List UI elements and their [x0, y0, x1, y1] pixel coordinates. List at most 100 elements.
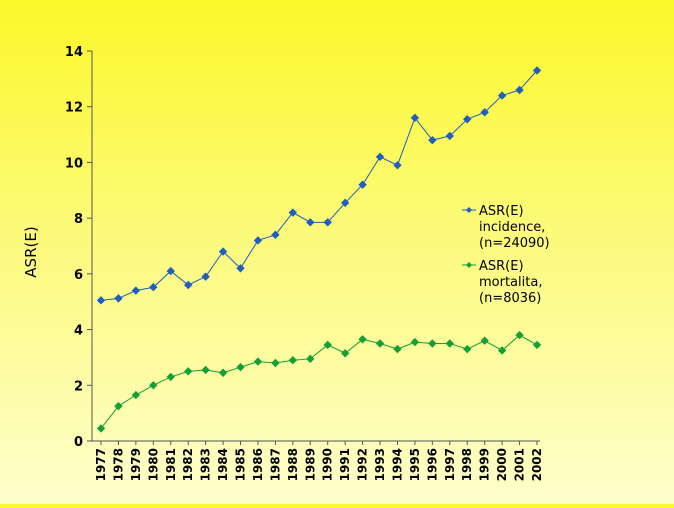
data-point — [236, 264, 245, 273]
data-point — [149, 381, 158, 390]
data-point — [445, 131, 454, 141]
data-point — [131, 390, 141, 400]
data-point — [445, 339, 454, 348]
x-tick-label: 1988 — [286, 448, 300, 481]
x-tick-label: 1980 — [146, 448, 160, 481]
x-tick-label: 1993 — [373, 448, 387, 481]
data-point — [114, 401, 123, 411]
data-point — [497, 346, 507, 355]
legend: ASR(E)incidence,(n=24090)ASR(E)mortalita… — [462, 204, 550, 306]
data-point — [184, 280, 193, 290]
x-tick-label: 1987 — [268, 448, 282, 481]
data-point — [515, 330, 524, 340]
data-point — [463, 344, 472, 354]
x-tick-label: 1981 — [164, 448, 178, 481]
data-point — [236, 362, 245, 372]
legend-item-1: ASR(E)incidence,(n=24090) — [462, 204, 550, 251]
legend-label: incidence, — [479, 220, 545, 235]
data-point — [253, 236, 263, 245]
data-point — [166, 266, 175, 276]
legend-item-2: ASR(E)mortalita,(n=8036) — [462, 259, 542, 306]
x-tick-label: 1990 — [321, 448, 335, 481]
x-tick-label: 1994 — [390, 448, 404, 481]
x-tick-label: 1984 — [216, 448, 230, 481]
x-tick-label: 1998 — [460, 448, 474, 481]
data-point — [96, 296, 106, 305]
data-point — [393, 161, 402, 170]
data-point — [96, 424, 106, 433]
data-point — [218, 247, 228, 256]
data-point — [306, 218, 315, 227]
x-tick-label: 1991 — [338, 448, 352, 481]
x-tick-label: 1986 — [251, 448, 265, 481]
data-point — [340, 349, 350, 358]
x-tick-label: 1985 — [234, 448, 248, 481]
data-point — [253, 357, 263, 366]
data-point — [480, 336, 489, 345]
y-axis-label: ASR(E) — [22, 226, 40, 277]
legend-label: ASR(E) — [479, 259, 524, 274]
data-point — [131, 286, 141, 295]
legend-marker — [466, 262, 472, 268]
x-tick-label: 1977 — [94, 448, 108, 481]
y-tick-label: 12 — [65, 101, 83, 116]
x-tick-label: 1978 — [111, 448, 125, 481]
data-point — [166, 372, 175, 382]
x-tick-label: 2001 — [513, 448, 527, 481]
data-point — [271, 230, 280, 240]
series-1 — [96, 66, 542, 305]
data-point — [358, 180, 367, 189]
y-ticks: 0 2 4 6 8 10 12 14 — [65, 45, 92, 450]
data-point — [149, 283, 158, 292]
data-point — [463, 115, 472, 124]
data-point — [306, 354, 315, 364]
data-point — [532, 66, 542, 75]
data-point — [218, 368, 228, 377]
x-tick-label: 1979 — [129, 448, 143, 481]
data-point — [428, 339, 437, 348]
data-point — [340, 198, 350, 208]
data-point — [532, 340, 542, 350]
x-tick-label: 1995 — [408, 448, 422, 481]
x-tick-label: 1982 — [181, 448, 195, 481]
legend-marker — [466, 207, 472, 213]
legend-label: (n=8036) — [479, 291, 541, 306]
x-tick-label: 1997 — [443, 448, 457, 481]
data-point — [201, 272, 210, 281]
y-tick-label: 10 — [65, 156, 83, 171]
data-point — [428, 135, 437, 145]
data-point — [497, 91, 507, 100]
series-line — [100, 70, 538, 301]
series-group — [96, 66, 542, 433]
data-point — [271, 358, 280, 368]
data-point — [480, 108, 489, 117]
y-tick-label: 0 — [74, 435, 83, 450]
data-point — [323, 218, 332, 227]
y-tick-label: 2 — [74, 379, 83, 394]
data-point — [184, 367, 193, 376]
data-point — [375, 339, 385, 348]
data-point — [410, 113, 420, 123]
data-point — [288, 208, 298, 217]
series-2 — [96, 330, 542, 433]
y-tick-label: 14 — [65, 45, 83, 60]
y-tick-label: 4 — [74, 324, 83, 339]
data-point — [375, 152, 385, 162]
y-tick-label: 6 — [74, 268, 83, 283]
x-tick-label: 1983 — [199, 448, 213, 481]
data-point — [288, 356, 298, 365]
x-tick-label: 2000 — [495, 448, 509, 481]
legend-label: ASR(E) — [479, 204, 524, 219]
data-point — [393, 344, 402, 354]
data-point — [410, 337, 420, 347]
legend-label: mortalita, — [479, 275, 542, 290]
axes — [91, 51, 540, 442]
data-point — [358, 335, 367, 344]
data-point — [201, 365, 210, 375]
y-tick-label: 8 — [74, 212, 83, 227]
legend-label: (n=24090) — [479, 236, 550, 251]
x-ticks: 1977 1978 1979 1980 1981 1982 1983 1984 1985 1986… — [94, 441, 544, 481]
x-tick-label: 1992 — [356, 448, 370, 481]
